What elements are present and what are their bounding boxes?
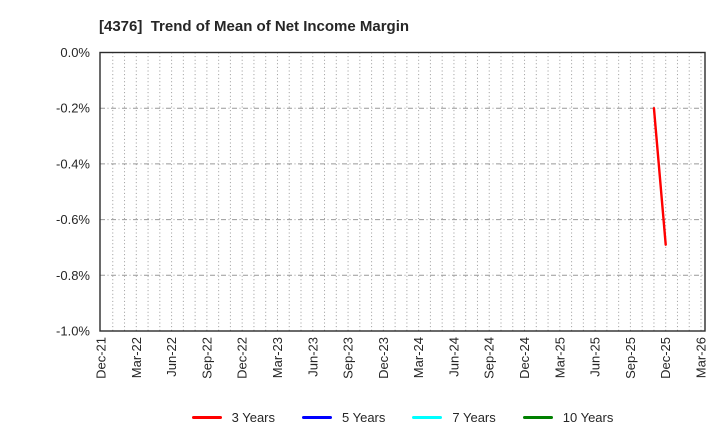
x-tick-label: Jun-22 bbox=[164, 337, 179, 377]
y-tick-label: -0.2% bbox=[56, 101, 90, 116]
legend-line-swatch-7-years bbox=[412, 415, 443, 419]
legend-item-10-years: 10 Years bbox=[522, 409, 614, 425]
y-tick-label: -0.6% bbox=[56, 212, 90, 227]
legend-item-3-years: 3 Years bbox=[191, 409, 275, 425]
x-tick-label: Mar-24 bbox=[411, 337, 426, 378]
legend: 3 Years 5 Years 7 Years 10 Years bbox=[100, 404, 705, 430]
x-tick-label: Jun-23 bbox=[305, 337, 320, 377]
x-tick-label: Mar-22 bbox=[129, 337, 144, 378]
x-tick-label: Mar-23 bbox=[270, 337, 285, 378]
x-tick-label: Dec-21 bbox=[94, 337, 109, 379]
x-tick-label: Dec-23 bbox=[376, 337, 391, 379]
y-tick-label: 0.0% bbox=[60, 45, 90, 60]
legend-line-swatch-5-years bbox=[302, 415, 332, 419]
x-tick-label: Dec-24 bbox=[517, 337, 532, 379]
x-tick-label: Mar-26 bbox=[694, 337, 709, 378]
legend-item-7-years: 7 Years bbox=[412, 409, 496, 425]
legend-label-5-years: 5 Years bbox=[342, 409, 386, 425]
legend-label-10-years: 10 Years bbox=[562, 409, 614, 425]
legend-label-3-years: 3 Years bbox=[231, 409, 275, 425]
x-tick-label: Sep-23 bbox=[341, 337, 356, 379]
x-tick-label: Mar-25 bbox=[552, 337, 567, 378]
x-tick-label: Sep-24 bbox=[482, 337, 497, 379]
x-tick-label: Dec-25 bbox=[658, 337, 673, 379]
plot-border bbox=[99, 51, 706, 332]
series-line-3-years bbox=[652, 106, 667, 246]
y-tick-label: -1.0% bbox=[56, 324, 90, 339]
x-tick-label: Dec-22 bbox=[235, 337, 250, 379]
legend-item-5-years: 5 Years bbox=[302, 411, 385, 424]
x-tick-label: Sep-25 bbox=[623, 337, 638, 379]
legend-line-swatch-3-years bbox=[191, 415, 222, 419]
y-tick-label: -0.8% bbox=[56, 268, 90, 283]
y-tick-label: -0.4% bbox=[56, 156, 90, 171]
x-tick-label: Sep-22 bbox=[199, 337, 214, 379]
x-tick-label: Jun-25 bbox=[588, 337, 603, 377]
legend-line-swatch-10-years bbox=[522, 415, 553, 419]
x-tick-label: Jun-24 bbox=[446, 337, 461, 377]
chart-title: [4376] Trend of Mean of Net Income Margi… bbox=[99, 18, 410, 35]
legend-label-7-years: 7 Years bbox=[452, 409, 496, 425]
